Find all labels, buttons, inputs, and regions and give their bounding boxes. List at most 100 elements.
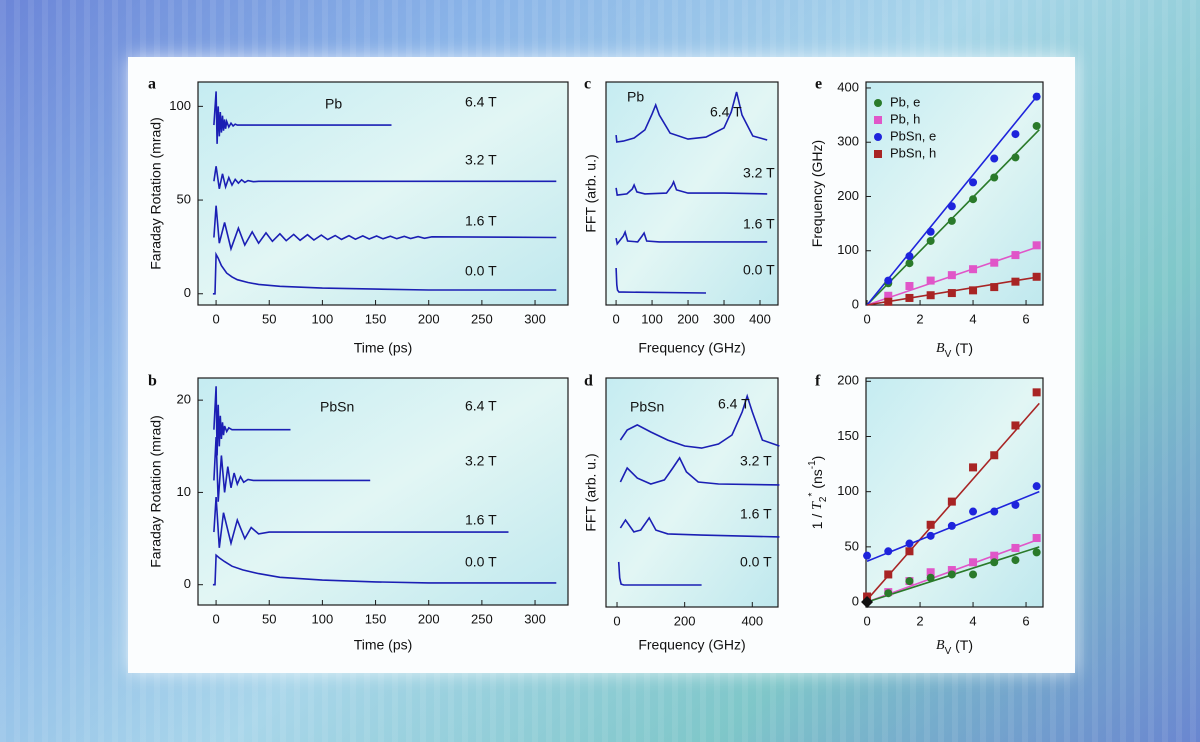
trace [213, 386, 291, 456]
x-tick-label: 0 [863, 613, 870, 628]
point [969, 178, 978, 187]
x-tick-label: 6 [1022, 613, 1029, 628]
panel-letter: b [148, 373, 157, 390]
label-part: V [945, 646, 952, 657]
panel-letter: e [815, 76, 822, 93]
point [926, 568, 935, 577]
point [1011, 421, 1020, 430]
point [884, 570, 893, 579]
point [947, 216, 956, 225]
series-label: 0.0 T [740, 554, 772, 570]
plot-area [197, 377, 569, 606]
point [990, 558, 999, 567]
panel-letter: a [148, 76, 156, 93]
x-tick-label: 200 [677, 311, 699, 326]
point [905, 293, 914, 302]
x-tick-label: 150 [365, 611, 387, 626]
trace [619, 393, 780, 449]
y-axis-title: Faraday Rotation (mrad) [148, 117, 164, 270]
point [1011, 543, 1020, 552]
x-tick-label: 2 [916, 613, 923, 628]
annotation: PbSn [630, 399, 664, 415]
y-tick-label: 0 [852, 593, 859, 608]
y-axis-title: Faraday Rotation (mrad) [148, 415, 164, 568]
panel-letter: f [815, 373, 821, 390]
point [905, 282, 914, 291]
plot-area [605, 377, 779, 608]
point [990, 283, 999, 292]
annotation: PbSn [320, 399, 354, 415]
y-tick-label: 0 [184, 576, 191, 591]
point [947, 521, 956, 530]
label-part: (ns [809, 469, 825, 492]
y-tick-label: 20 [177, 392, 191, 407]
y-tick-label: 100 [169, 98, 191, 113]
trace [615, 267, 707, 294]
x-tick-label: 0 [613, 613, 620, 628]
series-label: 0.0 T [465, 263, 497, 279]
point [990, 551, 999, 560]
point [1011, 251, 1020, 260]
point [1032, 534, 1041, 543]
series-label: 1.6 T [465, 213, 497, 229]
point [1011, 500, 1020, 509]
x-axis-title: BV (T) [936, 637, 973, 657]
y-tick-label: 200 [837, 373, 859, 388]
series-label: 1.6 T [740, 506, 772, 522]
series-label: 6.4 T [465, 398, 497, 414]
point [884, 589, 893, 598]
point [905, 577, 914, 586]
point [1011, 556, 1020, 565]
y-tick-label: 400 [837, 79, 859, 94]
panel-letter: d [584, 373, 593, 390]
point [1032, 548, 1041, 557]
point [969, 558, 978, 567]
y-tick-label: 0 [184, 285, 191, 300]
y-tick-label: 300 [837, 134, 859, 149]
plot-area [865, 81, 1044, 306]
x-tick-label: 150 [365, 311, 387, 326]
series-label: 3.2 T [743, 165, 775, 181]
point [947, 570, 956, 579]
label-part: Frequency (GHz) [809, 140, 825, 247]
y-tick-label: 50 [845, 538, 859, 553]
point [884, 297, 893, 306]
point [947, 566, 956, 575]
series-label: 0.0 T [743, 262, 775, 278]
point [969, 507, 978, 516]
x-tick-label: 50 [262, 311, 276, 326]
label-part: V [945, 349, 952, 360]
x-tick-label: 200 [418, 611, 440, 626]
x-tick-label: 250 [471, 311, 493, 326]
y-tick-label: 0 [852, 296, 859, 311]
x-axis-title: Frequency (GHz) [638, 637, 745, 653]
y-tick-label: 100 [837, 483, 859, 498]
x-tick-label: 0 [612, 311, 619, 326]
point [1011, 153, 1020, 162]
x-tick-label: 100 [641, 311, 663, 326]
point [969, 570, 978, 579]
y-tick-label: 150 [837, 428, 859, 443]
point [1032, 92, 1041, 101]
point [1032, 241, 1041, 250]
point [926, 291, 935, 300]
label-part: (T) [951, 637, 973, 653]
x-tick-label: 6 [1022, 311, 1029, 326]
label-part: 1 / [809, 510, 825, 529]
legend-label: PbSn, e [890, 128, 936, 143]
x-tick-label: 2 [916, 311, 923, 326]
series-label: 0.0 T [465, 554, 497, 570]
x-tick-label: 400 [741, 613, 763, 628]
trace [213, 205, 557, 252]
x-tick-label: 400 [749, 311, 771, 326]
point [926, 227, 935, 236]
label-part: T [810, 501, 825, 510]
point [926, 276, 935, 285]
trace [212, 251, 557, 295]
legend-label: Pb, e [890, 94, 920, 109]
point [1032, 388, 1041, 397]
annotation: Pb [325, 96, 342, 112]
annotation: Pb [627, 89, 644, 105]
y-tick-label: 100 [837, 242, 859, 257]
